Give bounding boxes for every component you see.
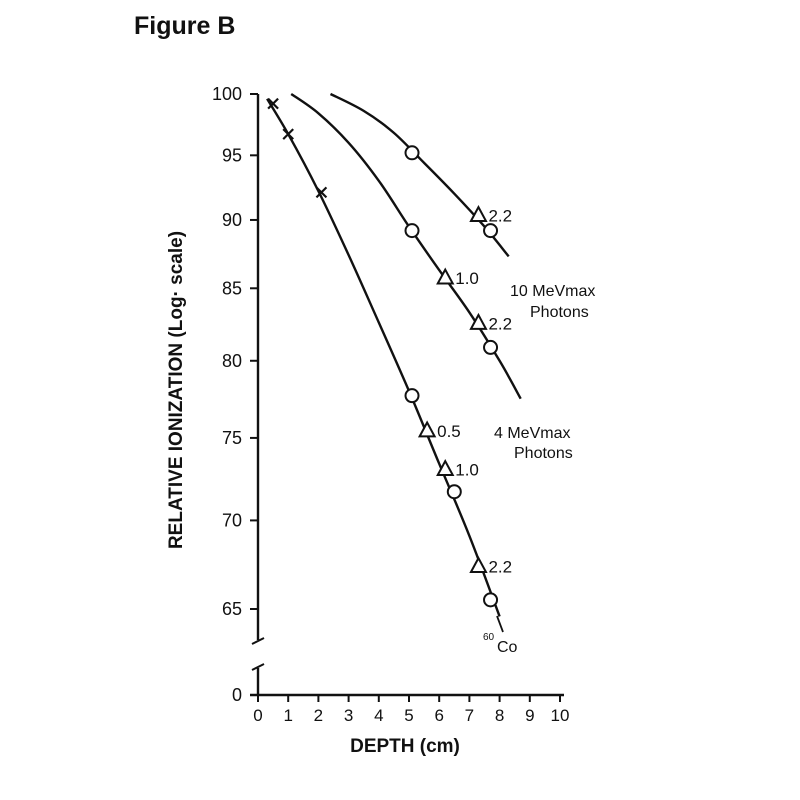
y-tick-label: 80	[222, 351, 242, 371]
series-label-10-mevmax-line2: Photons	[530, 304, 589, 321]
cross-marker-60co	[282, 128, 294, 140]
circle-marker-4-mevmax-photons	[404, 223, 420, 239]
y-tick-label: 90	[222, 210, 242, 230]
curve-10-mevmax-photons	[329, 92, 510, 258]
triangle-label-4-mevmax-photons: 2.2	[488, 315, 512, 334]
cross-stroke	[267, 97, 279, 110]
circle-marker-4-mevmax-photons	[483, 339, 499, 355]
circle-marker-60co	[404, 388, 420, 404]
series-label-4-mevmax-line1: 4 MeVmax	[494, 425, 570, 442]
triangle-marker-60co	[469, 556, 488, 574]
x-tick-label: 8	[495, 706, 504, 725]
triangle-marker-60co	[436, 458, 455, 476]
y-tick-label: 65	[222, 599, 242, 619]
x-tick-label: 10	[551, 706, 570, 725]
labels: DEPTH (cm) RELATIVE IONIZATION (Log· scal…	[166, 207, 595, 757]
circle-marker-60co	[483, 592, 499, 608]
series-label-60co: Co	[497, 639, 518, 656]
x-tick-label: 3	[344, 706, 353, 725]
x-tick-label: 5	[404, 706, 413, 725]
cross-stroke	[282, 128, 294, 140]
x-tick-label: 7	[465, 706, 474, 725]
figure-label: Figure B	[134, 12, 236, 40]
cross-marker-60co	[267, 97, 279, 110]
triangle-label-60co: 0.5	[437, 422, 461, 441]
series-label-60co-superscript: 60	[483, 632, 495, 643]
markers	[267, 97, 499, 608]
y-axis-title: RELATIVE IONIZATION (Log· scale)	[166, 231, 187, 549]
y-tick-label: 100	[212, 84, 242, 104]
y-tick-label: 70	[222, 510, 242, 530]
x-tick-label: 6	[434, 706, 443, 725]
y-tick-label: 85	[222, 278, 242, 298]
triangle-label-4-mevmax-photons: 1.0	[455, 269, 479, 288]
triangle-marker-4-mevmax-photons	[436, 267, 455, 285]
triangle-marker-60co	[417, 420, 437, 438]
x-tick-label: 9	[525, 706, 534, 725]
axes: 0 65 70 75 80 85 90 95 100 0 1 2 3 4 5 6 7 8 9 10	[212, 84, 570, 725]
series-label-4-mevmax-line2: Photons	[514, 445, 573, 462]
cross-marker-60co	[315, 186, 328, 199]
series-label-10-mevmax-line1: 10 MeVmax	[510, 283, 595, 300]
triangle-label-60co: 1.0	[455, 461, 479, 480]
triangle-label-60co: 2.2	[488, 558, 512, 577]
axis-break-mark	[251, 637, 265, 645]
triangle-marker-10-mevmax-photons	[469, 205, 488, 223]
curves	[266, 92, 522, 617]
curve-60co	[266, 98, 501, 617]
x-axis-title: DEPTH (cm)	[350, 736, 460, 757]
circle-marker-10-mevmax-photons	[404, 145, 420, 161]
axis-break-mark	[251, 663, 265, 671]
y-tick-label: 0	[232, 685, 242, 705]
circle-marker-10-mevmax-photons	[483, 223, 499, 239]
y-tick-label: 75	[222, 428, 242, 448]
x-tick-label: 0	[253, 706, 262, 725]
cross-stroke	[315, 186, 328, 199]
x-tick-label: 2	[314, 706, 323, 725]
x-tick-label: 1	[283, 706, 292, 725]
triangle-marker-4-mevmax-photons	[469, 312, 488, 330]
x-tick-label: 4	[374, 706, 383, 725]
series-label-60co-leader	[496, 615, 504, 633]
circle-marker-60co	[446, 484, 462, 500]
triangle-label-10-mevmax-photons: 2.2	[488, 207, 512, 226]
y-tick-label: 95	[222, 145, 242, 165]
